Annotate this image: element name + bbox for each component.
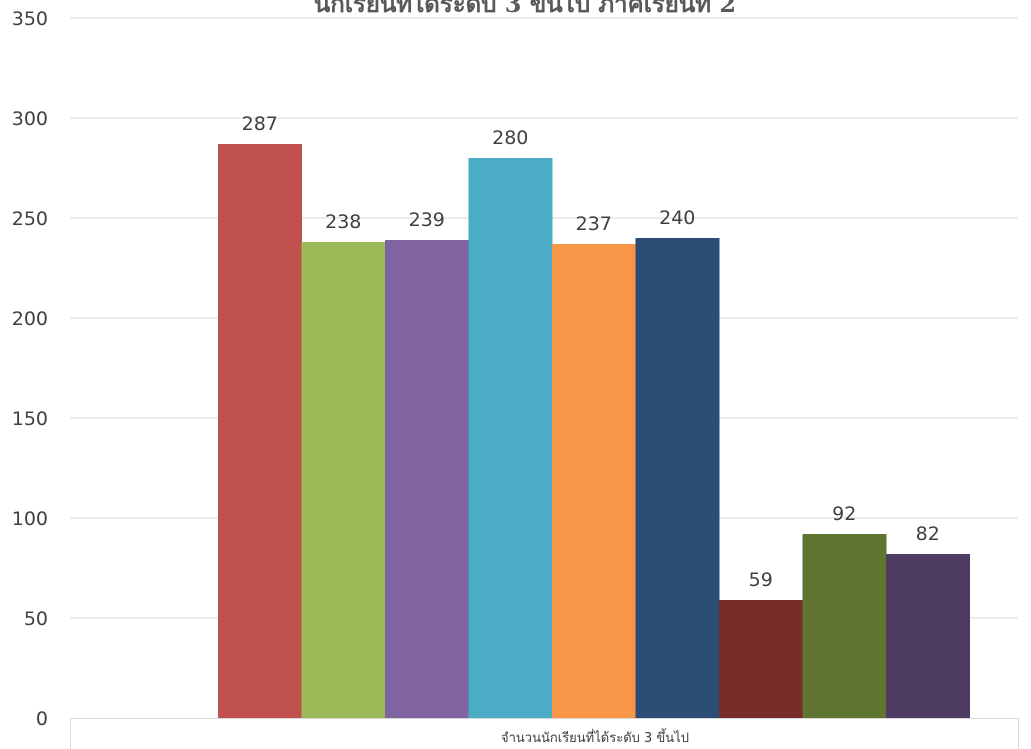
y-tick-label: 200 [12,308,48,330]
y-tick-label: 350 [12,8,48,30]
data-label: 238 [325,211,361,233]
y-tick-label: 300 [12,108,48,130]
data-labels: 287 238 239 280 237 240 59 92 82 [242,113,940,591]
bar [468,158,553,718]
y-axis: 0 50 100 150 200 250 300 350 [12,8,48,730]
bar [802,534,887,718]
bar [218,144,302,718]
category-label: จำนวนนักเรียนที่ได้ระดับ 3 ขึ้นไป [501,728,689,746]
bar [635,238,720,718]
bar [719,600,803,718]
data-label: 240 [659,207,695,229]
y-tick-label: 50 [24,608,48,630]
data-label: 82 [916,523,940,545]
y-tick-label: 150 [12,408,48,430]
chart-title: นักเรียนที่ได้ระดับ 3 ขึ้นไป ภาคเรียนที่… [314,0,736,18]
data-label: 280 [492,127,528,149]
data-label: 92 [832,503,856,525]
y-tick-label: 0 [36,708,48,730]
bar [886,554,970,718]
y-tick-label: 250 [12,208,48,230]
data-label: 239 [409,209,445,231]
bar [552,244,636,718]
data-label: 237 [576,213,612,235]
x-axis: จำนวนนักเรียนที่ได้ระดับ 3 ขึ้นไป [501,728,689,746]
bar-series-group [218,144,970,718]
y-tick-label: 100 [12,508,48,530]
data-label: 59 [749,569,773,591]
bar [385,240,469,718]
bar [301,242,386,718]
data-label: 287 [242,113,278,135]
